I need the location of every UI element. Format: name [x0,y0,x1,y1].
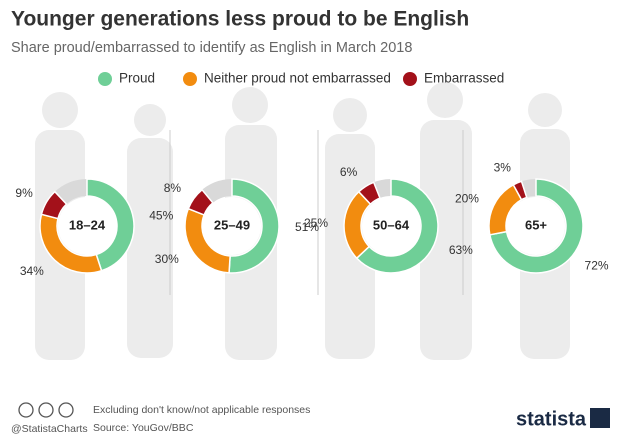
value-label: 72% [585,258,609,272]
value-label: 63% [449,243,473,257]
value-label: 34% [20,264,44,278]
value-label: 30% [155,252,179,266]
value-label: 6% [340,165,358,179]
legend-label: Neither proud not embarrassed [204,71,391,86]
dividers [169,130,464,295]
donut-segment [488,178,584,274]
value-label: 20% [455,191,479,205]
donut-segment [355,178,439,274]
category-label: 50–64 [373,217,410,232]
value-label: 3% [494,160,512,174]
legend-marker [403,72,417,86]
chart-title: Younger generations less proud to be Eng… [11,8,469,31]
value-label: 51% [295,220,319,234]
donut-segment [357,181,381,206]
category-label: 65+ [525,217,547,232]
chart-subtitle: Share proud/embarrassed to identify as E… [11,40,412,56]
footer-icons [18,402,74,418]
value-label: 8% [164,181,182,195]
brand: statista [516,408,587,430]
brand-icon [590,408,610,428]
source: Source: YouGov/BBC [93,422,194,434]
donut-segment [512,180,528,201]
credit: @StatistaCharts [11,423,88,435]
note: Excluding don't know/not applicable resp… [93,404,310,416]
donut-segment [228,178,280,274]
donut-segment [40,190,68,220]
legend-label: Embarrassed [424,71,504,86]
category-label: 25–49 [214,217,250,232]
value-label: 9% [15,186,33,200]
legend-marker [98,72,112,86]
donut-hole [507,197,565,255]
donut-hole [362,197,420,255]
donut-segment [86,178,135,272]
category-label: 18–24 [69,217,106,232]
donut-hole [203,197,261,255]
legend-label: Proud [119,71,155,86]
donut-hole [58,197,116,255]
value-label: 25% [304,216,328,230]
donut-segment [187,188,214,216]
value-label: 45% [149,208,173,222]
legend-marker [183,72,197,86]
